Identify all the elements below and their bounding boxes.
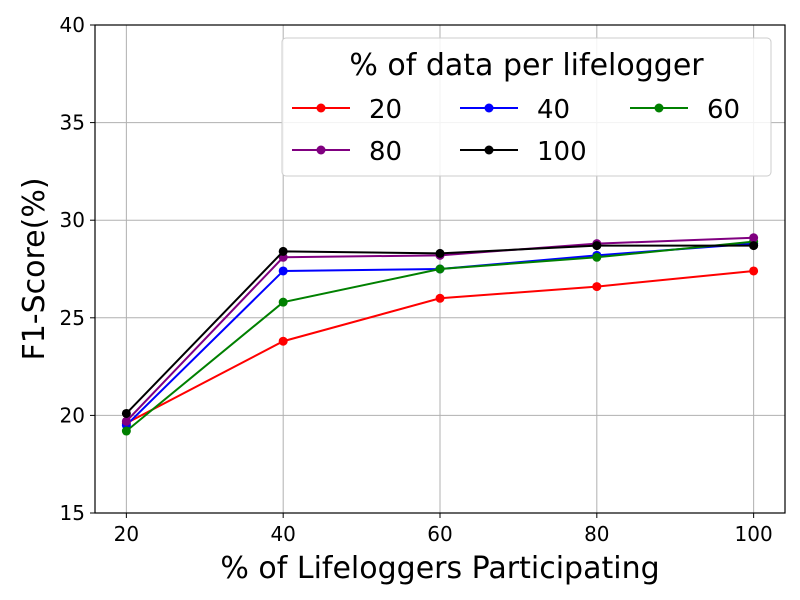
data-point: [749, 266, 759, 276]
data-point: [435, 248, 445, 258]
data-point: [435, 293, 445, 303]
data-point: [278, 336, 288, 346]
y-tick-label: 20: [60, 403, 85, 427]
data-point: [749, 241, 759, 251]
series-100: [121, 241, 759, 418]
legend-marker: [654, 103, 664, 113]
x-axis-label: % of Lifeloggers Participating: [220, 551, 659, 586]
legend-item-60: 60: [630, 95, 740, 125]
legend-label: 80: [369, 137, 402, 167]
y-tick-label: 15: [60, 501, 85, 525]
x-tick-label: 20: [114, 522, 139, 546]
y-tick-label: 35: [60, 111, 85, 135]
legend-title: % of data per lifelogger: [349, 48, 704, 83]
legend-marker: [484, 145, 494, 155]
x-tick-label: 100: [735, 522, 773, 546]
data-point: [435, 264, 445, 274]
y-tick-label: 25: [60, 306, 85, 330]
data-point: [121, 408, 131, 418]
legend-items: 20 40 60 80 100: [292, 95, 740, 167]
x-tick-label: 80: [584, 522, 609, 546]
data-point: [592, 252, 602, 262]
data-point: [592, 241, 602, 251]
x-tick-label: 60: [427, 522, 452, 546]
legend-item-20: 20: [292, 95, 402, 125]
legend-label: 40: [537, 95, 570, 125]
legend-marker: [316, 103, 326, 113]
data-point: [278, 246, 288, 256]
y-tick-label: 30: [60, 208, 85, 232]
y-axis-label: F1-Score(%): [17, 177, 52, 360]
data-point: [278, 266, 288, 276]
legend-label: 60: [707, 95, 740, 125]
series-lines: [121, 233, 759, 436]
legend-label: 20: [369, 95, 402, 125]
legend-item-100: 100: [460, 137, 587, 167]
legend-label: 100: [537, 137, 587, 167]
y-tick-label: 40: [60, 13, 85, 37]
data-point: [749, 233, 759, 243]
x-tick-label: 40: [270, 522, 295, 546]
data-point: [278, 297, 288, 307]
legend-marker: [316, 145, 326, 155]
legend: % of data per lifelogger 20 40 60 80 100: [281, 37, 772, 177]
legend-box: [281, 37, 772, 177]
legend-marker: [484, 103, 494, 113]
axis-ticks: 20 40 60 80 100 15 20 25 30 35 40: [60, 13, 773, 546]
data-point: [121, 416, 131, 426]
legend-item-80: 80: [292, 137, 402, 167]
data-point: [592, 282, 602, 292]
legend-item-40: 40: [460, 95, 570, 125]
data-point: [121, 426, 131, 436]
